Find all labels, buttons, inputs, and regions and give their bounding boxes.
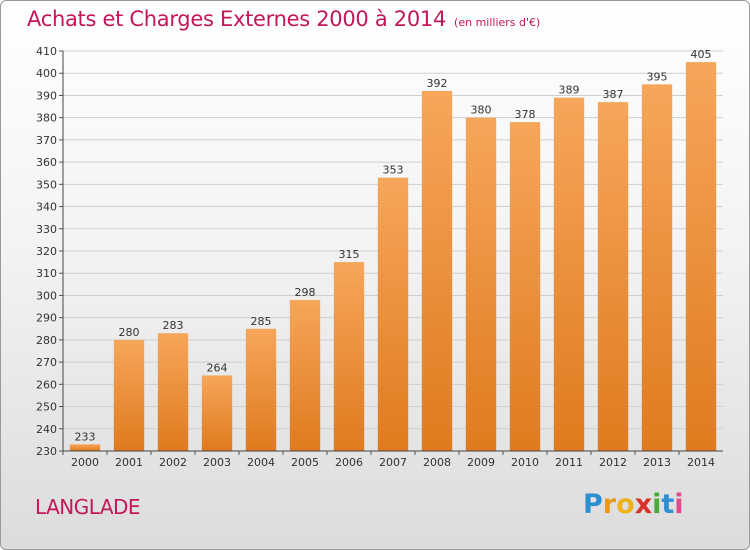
data-label: 392 [427,77,448,90]
data-label: 298 [295,286,316,299]
bar [553,97,585,452]
x-tick-label: 2001 [115,456,143,469]
y-tick-label: 230 [36,445,57,458]
y-tick-labels: 230 240 250 260 270 280 290 300 310 320 330 340 350 3… [36,45,57,458]
bar [509,122,541,451]
data-label: 283 [163,319,184,332]
x-tick-label: 2012 [599,456,627,469]
data-label: 380 [471,104,492,117]
data-label: 378 [515,108,536,121]
x-tick-label: 2003 [203,456,231,469]
x-tick-label: 2008 [423,456,451,469]
title-row: Achats et Charges Externes 2000 à 2014 (e… [27,7,540,31]
bar [333,262,365,451]
data-label: 264 [207,361,228,374]
y-tick-label: 400 [36,67,57,80]
bar [421,91,453,451]
data-label: 387 [603,88,624,101]
y-tick-label: 410 [36,45,57,58]
data-label: 395 [647,70,668,83]
x-tick-label: 2002 [159,456,187,469]
data-label: 285 [251,315,272,328]
x-tick-label: 2014 [687,456,715,469]
bar [377,177,409,451]
data-label: 353 [383,164,404,177]
y-tick-label: 290 [36,312,57,325]
y-tick-label: 380 [36,112,57,125]
y-tick-label: 350 [36,178,57,191]
x-tick-label: 2007 [379,456,407,469]
commune-name: LANGLADE [35,495,141,519]
y-tick-label: 330 [36,223,57,236]
data-label: 315 [339,248,360,261]
bar [201,375,233,451]
bar [157,333,189,451]
x-tick-label: 2006 [335,456,363,469]
chart-title: Achats et Charges Externes 2000 à 2014 [27,7,447,31]
y-tick-label: 390 [36,89,57,102]
y-tick-label: 240 [36,423,57,436]
bar [465,117,497,452]
x-tick-label: 2010 [511,456,539,469]
y-tick-label: 300 [36,289,57,302]
axes [62,51,723,452]
bar [289,299,321,451]
bar [597,102,629,451]
y-tick-label: 320 [36,245,57,258]
bars [69,62,717,452]
x-tick-label: 2000 [71,456,99,469]
bar [113,339,145,451]
x-tick-label: 2004 [247,456,275,469]
y-tick-label: 260 [36,378,57,391]
y-tick-label: 250 [36,401,57,414]
data-label: 405 [691,48,712,61]
data-labels: 233 280 283 264 285 298 315 353 392 380 378 389 387 3… [75,48,712,443]
chart-subtitle: (en milliers d'€) [454,16,541,29]
proxiti-logo: Proxiti [583,489,684,520]
x-tick-labels: 2000 2001 2002 2003 2004 2005 2006 2007 2008 2009… [71,456,715,469]
data-label: 389 [559,84,580,97]
y-tick-label: 370 [36,134,57,147]
bar [245,328,277,451]
data-label: 233 [75,430,96,443]
y-tick-label: 310 [36,267,57,280]
data-label: 280 [119,326,140,339]
y-tick-label: 280 [36,334,57,347]
y-tick-label: 360 [36,156,57,169]
x-tick-label: 2011 [555,456,583,469]
y-tick-label: 340 [36,201,57,214]
bar [69,444,101,451]
x-tick-label: 2009 [467,456,495,469]
bar [685,62,717,451]
y-tick-label: 270 [36,356,57,369]
x-tick-label: 2005 [291,456,319,469]
x-tick-label: 2013 [643,456,671,469]
bar [641,84,673,451]
